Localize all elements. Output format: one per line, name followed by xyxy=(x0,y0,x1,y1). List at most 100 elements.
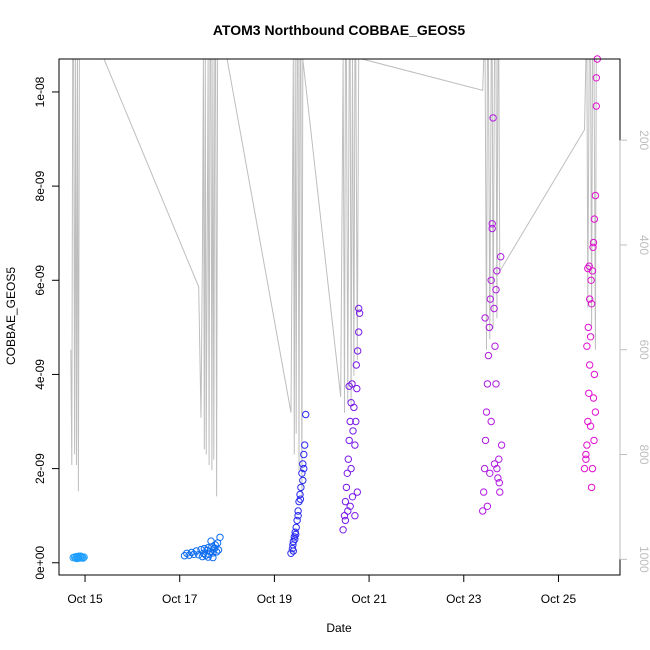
data-point xyxy=(492,286,500,294)
data-point xyxy=(592,74,600,82)
data-point xyxy=(497,441,506,449)
data-point xyxy=(352,361,360,369)
data-point xyxy=(487,276,495,284)
data-point xyxy=(291,535,299,543)
data-point xyxy=(490,460,499,468)
data-point xyxy=(345,382,353,390)
data-point xyxy=(343,469,351,477)
chart-title: ATOM3 Northbound COBBAE_GEOS5 xyxy=(213,22,465,38)
data-point xyxy=(495,455,503,463)
data-point xyxy=(300,464,308,473)
data-point xyxy=(592,102,600,110)
y-axis-label: COBBAE_GEOS5 xyxy=(4,267,18,365)
data-points-layer xyxy=(69,55,601,563)
data-point xyxy=(294,512,302,520)
data-point xyxy=(586,361,594,369)
data-point xyxy=(490,304,498,313)
y-tick-label: 0e+00 xyxy=(33,546,47,580)
y2-tick-label: 400 xyxy=(637,235,650,255)
y2-tick-label: 800 xyxy=(637,444,650,464)
data-point xyxy=(211,544,219,552)
data-point xyxy=(211,541,219,549)
data-point xyxy=(80,553,88,561)
data-point xyxy=(341,497,350,506)
data-point xyxy=(294,507,302,515)
data-point xyxy=(491,342,499,350)
data-point xyxy=(302,410,310,419)
data-point xyxy=(341,516,350,525)
y2-tick-label: 600 xyxy=(637,340,650,360)
data-point xyxy=(355,304,363,313)
data-point xyxy=(590,370,599,379)
data-point xyxy=(75,552,83,560)
y-tick-label: 2e-09 xyxy=(33,453,47,484)
pressure-line-layer xyxy=(70,58,599,497)
data-point xyxy=(346,502,354,510)
data-point xyxy=(78,553,86,561)
data-point xyxy=(202,551,210,559)
data-point xyxy=(300,450,308,459)
data-point xyxy=(497,253,505,261)
x-axis: Oct 15 Oct 17 Oct 19 Oct 21 Oct 23 Oct 25 xyxy=(67,574,577,606)
data-point xyxy=(212,548,221,556)
data-point xyxy=(582,455,590,463)
data-point xyxy=(293,516,301,525)
data-point xyxy=(180,552,189,560)
data-point xyxy=(589,243,597,252)
data-point xyxy=(585,389,593,397)
data-point xyxy=(209,553,217,562)
x-tick-label: Oct 21 xyxy=(351,592,387,606)
data-point xyxy=(192,547,201,555)
data-point xyxy=(483,502,492,510)
data-point xyxy=(584,264,592,273)
data-point xyxy=(580,464,589,473)
data-point xyxy=(353,384,361,393)
y-tick-label: 1e-08 xyxy=(33,76,47,107)
data-point xyxy=(183,549,191,557)
x-tick-label: Oct 25 xyxy=(541,592,577,606)
data-point xyxy=(586,333,595,341)
data-point xyxy=(588,464,597,473)
pressure-line xyxy=(70,58,599,497)
data-point xyxy=(481,436,490,445)
data-point xyxy=(351,512,359,520)
data-point xyxy=(296,490,304,499)
data-point xyxy=(301,441,309,449)
data-point xyxy=(77,552,85,560)
x-tick-label: Oct 15 xyxy=(67,592,103,606)
data-point xyxy=(591,191,600,200)
data-point xyxy=(479,507,487,515)
data-point xyxy=(584,323,592,332)
data-point xyxy=(591,408,600,416)
plot-frame xyxy=(58,58,621,576)
data-point xyxy=(480,488,488,496)
data-point xyxy=(488,220,496,228)
y2-tick-label: 1000 xyxy=(637,546,650,573)
data-point xyxy=(492,380,500,388)
data-point xyxy=(299,476,307,485)
data-point xyxy=(586,295,594,303)
data-point xyxy=(348,493,357,501)
data-point xyxy=(353,488,361,496)
data-point xyxy=(198,552,207,561)
data-point xyxy=(214,546,223,554)
data-point xyxy=(292,530,300,539)
data-point xyxy=(298,469,306,477)
data-point xyxy=(486,469,494,477)
data-point xyxy=(480,464,489,473)
data-point xyxy=(590,436,598,445)
data-point xyxy=(589,238,598,247)
data-point xyxy=(354,347,362,355)
data-point xyxy=(486,295,494,303)
x-tick-label: Oct 23 xyxy=(446,592,482,606)
data-point xyxy=(493,267,501,275)
data-point xyxy=(584,417,592,426)
y-tick-label: 6e-09 xyxy=(33,265,47,296)
data-point xyxy=(489,114,497,122)
data-point xyxy=(339,526,347,534)
data-point xyxy=(487,417,495,426)
data-point xyxy=(494,474,502,482)
data-point xyxy=(345,436,353,445)
x-tick-label: Oct 19 xyxy=(257,592,293,606)
data-point xyxy=(292,523,300,532)
